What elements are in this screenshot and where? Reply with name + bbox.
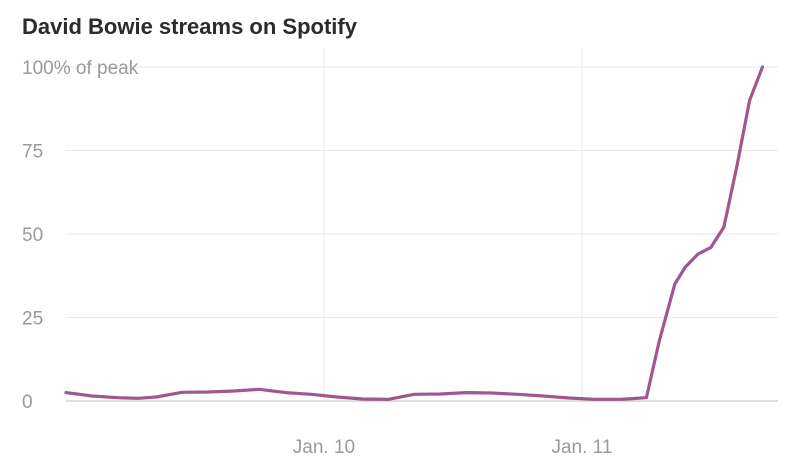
y-axis-tick-labels: 0 25 50 75 100% of peak (22, 58, 139, 413)
y-tick-label: 100% of peak (22, 58, 139, 79)
series-line (64, 65, 765, 401)
y-tick-label: 75 (22, 142, 43, 163)
y-tick-label: 50 (22, 225, 43, 246)
x-tick-label: Jan. 10 (293, 437, 355, 458)
y-tick-label: 0 (22, 392, 33, 413)
x-gridlines (323, 47, 583, 401)
chart-title: David Bowie streams on Spotify (22, 14, 358, 39)
x-tick-label: Jan. 11 (551, 437, 612, 458)
y-tick-label: 25 (22, 309, 43, 330)
y-gridlines (66, 66, 778, 402)
x-axis-tick-labels: Jan. 10 Jan. 11 (293, 437, 613, 458)
series-layer (64, 65, 765, 401)
